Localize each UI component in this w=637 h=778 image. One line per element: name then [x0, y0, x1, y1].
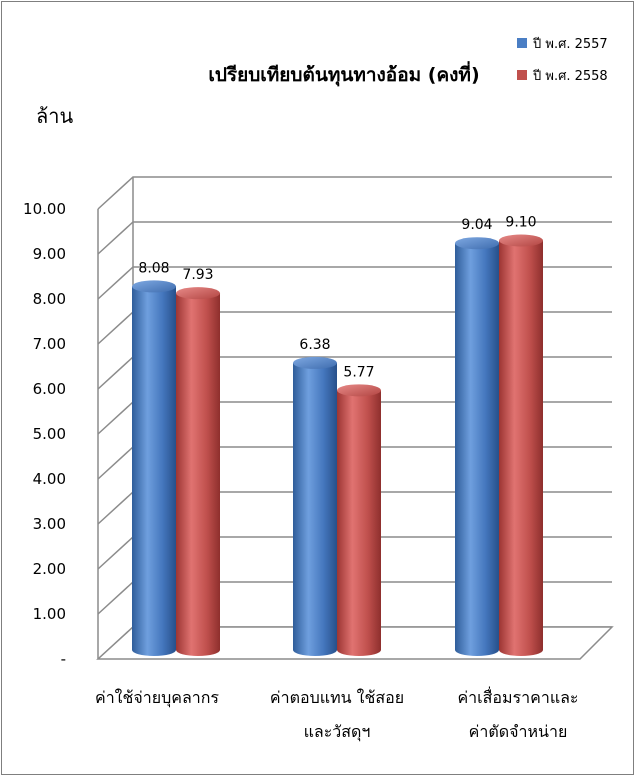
- bar-body: [337, 390, 381, 656]
- gridline: [97, 266, 612, 300]
- data-label: 8.08: [138, 260, 169, 276]
- y-tick-layer: - 1.00 2.00 3.00 4.00 5.00 6.00 7.00 8.00 9.00 10.…: [23, 200, 66, 668]
- category-label: ค่าเสื่อมราคาและ: [457, 686, 578, 707]
- category-label-layer: ค่าใช้จ่ายบุคลากร ค่าตอบแทน ใช้สอยและวัสด…: [95, 686, 579, 742]
- y-tick-label: 10.00: [23, 200, 66, 218]
- bar-body: [293, 362, 337, 656]
- legend-swatch: [517, 70, 527, 80]
- y-tick-label: 4.00: [33, 470, 66, 488]
- y-tick-label: 8.00: [33, 290, 66, 308]
- bar: 9.04: [455, 217, 499, 656]
- bar-top: [176, 287, 220, 300]
- legend-label: ปี พ.ศ. 2558: [532, 68, 608, 84]
- bar: 8.08: [132, 260, 176, 656]
- data-label: 6.38: [299, 337, 330, 353]
- bar-body: [132, 286, 176, 656]
- y-tick-label: 2.00: [33, 560, 66, 578]
- bar-body: [499, 240, 543, 656]
- bar-top: [293, 356, 337, 369]
- category-label: ค่าใช้จ่ายบุคลากร: [95, 688, 219, 708]
- gridline: [97, 221, 612, 255]
- y-axis-unit-label: ล้าน: [36, 104, 73, 128]
- gridline: [97, 176, 612, 210]
- legend-swatch: [517, 38, 527, 48]
- bar-body: [455, 243, 499, 656]
- bar-body: [176, 293, 220, 656]
- bar-top: [337, 384, 381, 397]
- category-label: ค่าตอบแทน ใช้สอย: [270, 688, 404, 707]
- category-label: ค่าตัดจำหน่าย: [469, 722, 568, 741]
- bar-top: [499, 234, 543, 247]
- bar-layer: 8.08 6.38 9.04 7.93 5.77 9.10: [132, 215, 543, 656]
- bar-top: [455, 237, 499, 250]
- bar: 6.38: [293, 337, 337, 656]
- y-tick-label: -: [61, 650, 66, 668]
- data-label: 7.93: [182, 267, 213, 283]
- y-tick-label: 5.00: [33, 425, 66, 443]
- bar: 5.77: [337, 364, 381, 656]
- legend: ปี พ.ศ. 2557 ปี พ.ศ. 2558: [517, 36, 608, 84]
- bar: 7.93: [176, 267, 220, 656]
- category-label: และวัสดุฯ: [304, 722, 371, 742]
- bar: 9.10: [499, 215, 543, 656]
- y-tick-label: 9.00: [33, 245, 66, 263]
- data-label: 9.10: [505, 215, 536, 231]
- bar-top: [132, 280, 176, 293]
- data-label: 5.77: [343, 364, 374, 380]
- chart-title: เปรียบเทียบต้นทุนทางอ้อม (คงที่): [208, 61, 479, 87]
- data-label: 9.04: [461, 217, 492, 233]
- y-tick-label: 7.00: [33, 335, 66, 353]
- y-tick-label: 3.00: [33, 515, 66, 533]
- y-tick-label: 1.00: [33, 605, 66, 623]
- legend-label: ปี พ.ศ. 2557: [532, 36, 608, 52]
- y-tick-label: 6.00: [33, 380, 66, 398]
